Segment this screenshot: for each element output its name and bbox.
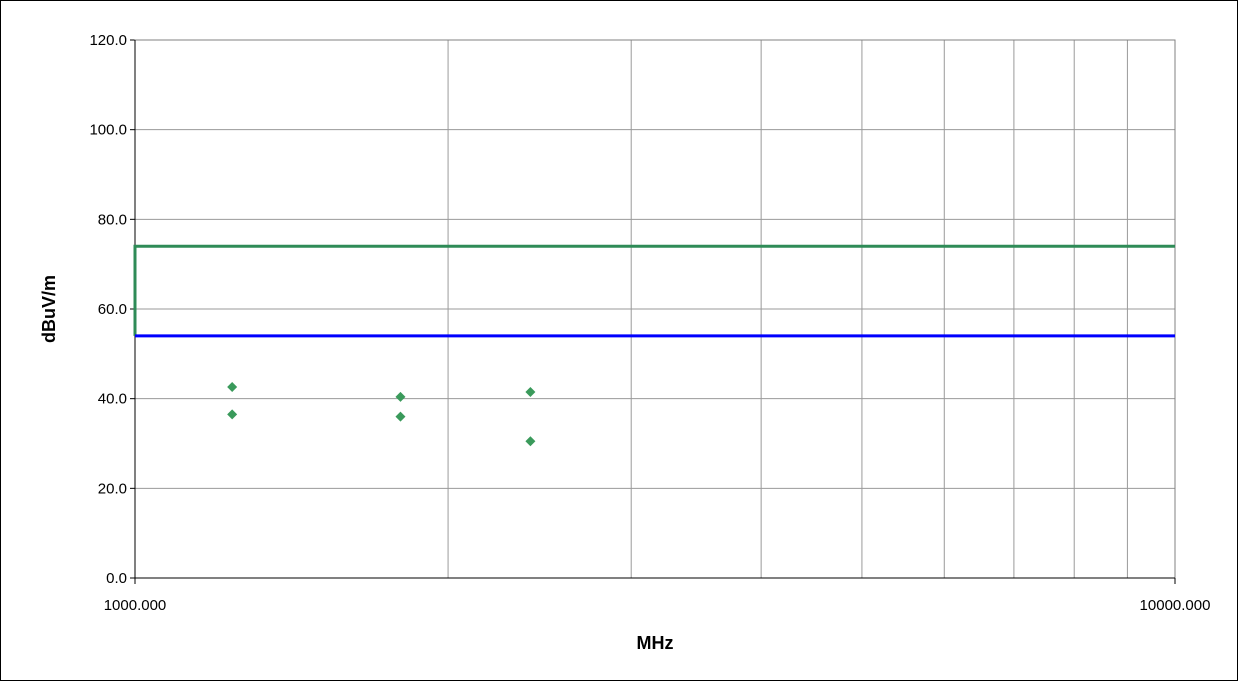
data-point [525,436,536,447]
x-tick-label: 10000.000 [1140,597,1211,614]
x-tick-label: 1000.000 [104,597,167,614]
data-points-layer [227,382,536,447]
grid-layer [130,39,1176,584]
y-tick-label: 60.0 [98,301,127,318]
y-axis-title: dBuV/m [39,275,59,343]
y-tick-label: 100.0 [89,122,127,139]
y-tick-label: 0.0 [106,570,127,587]
limit-lines-layer [133,244,1175,338]
data-point [227,382,238,393]
y-tick-label: 80.0 [98,211,127,228]
y-tick-label: 120.0 [89,32,127,49]
y-tick-label: 20.0 [98,480,127,497]
x-axis-title: MHz [637,633,674,653]
limit-line-1 [133,244,1175,336]
y-tick-label: 40.0 [98,391,127,408]
data-point [227,409,238,420]
data-point [395,391,406,402]
tick-labels-layer: 0.0 20.0 40.0 60.0 80.0 100.0 120.0 1000.000 100… [89,32,1210,614]
data-point [525,386,536,397]
data-point [395,411,406,422]
